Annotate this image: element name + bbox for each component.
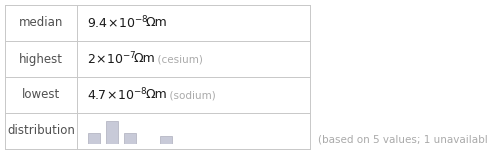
Text: highest: highest (19, 52, 63, 65)
Text: Ωm: Ωm (133, 52, 155, 65)
Bar (5, 5, 310, 41)
Text: Ωm: Ωm (145, 17, 167, 29)
Text: $9.4\!\times\!10^{-8}$: $9.4\!\times\!10^{-8}$ (87, 15, 148, 31)
Text: distribution: distribution (7, 125, 75, 138)
Bar (87, 133, 101, 144)
Bar (5, 77, 310, 113)
Bar (5, 41, 310, 77)
Text: (based on 5 values; 1 unavailable): (based on 5 values; 1 unavailable) (318, 135, 488, 145)
Text: (sodium): (sodium) (163, 90, 216, 100)
Bar (160, 136, 172, 144)
Bar (105, 121, 119, 144)
Text: $4.7\!\times\!10^{-8}$: $4.7\!\times\!10^{-8}$ (87, 87, 147, 103)
Text: (cesium): (cesium) (151, 54, 203, 64)
Text: Ωm: Ωm (145, 88, 167, 102)
Text: lowest: lowest (22, 88, 60, 102)
Bar (5, 113, 310, 149)
Text: median: median (19, 17, 63, 29)
Bar (123, 133, 137, 144)
Text: $2\!\times\!10^{-7}$: $2\!\times\!10^{-7}$ (87, 51, 137, 67)
